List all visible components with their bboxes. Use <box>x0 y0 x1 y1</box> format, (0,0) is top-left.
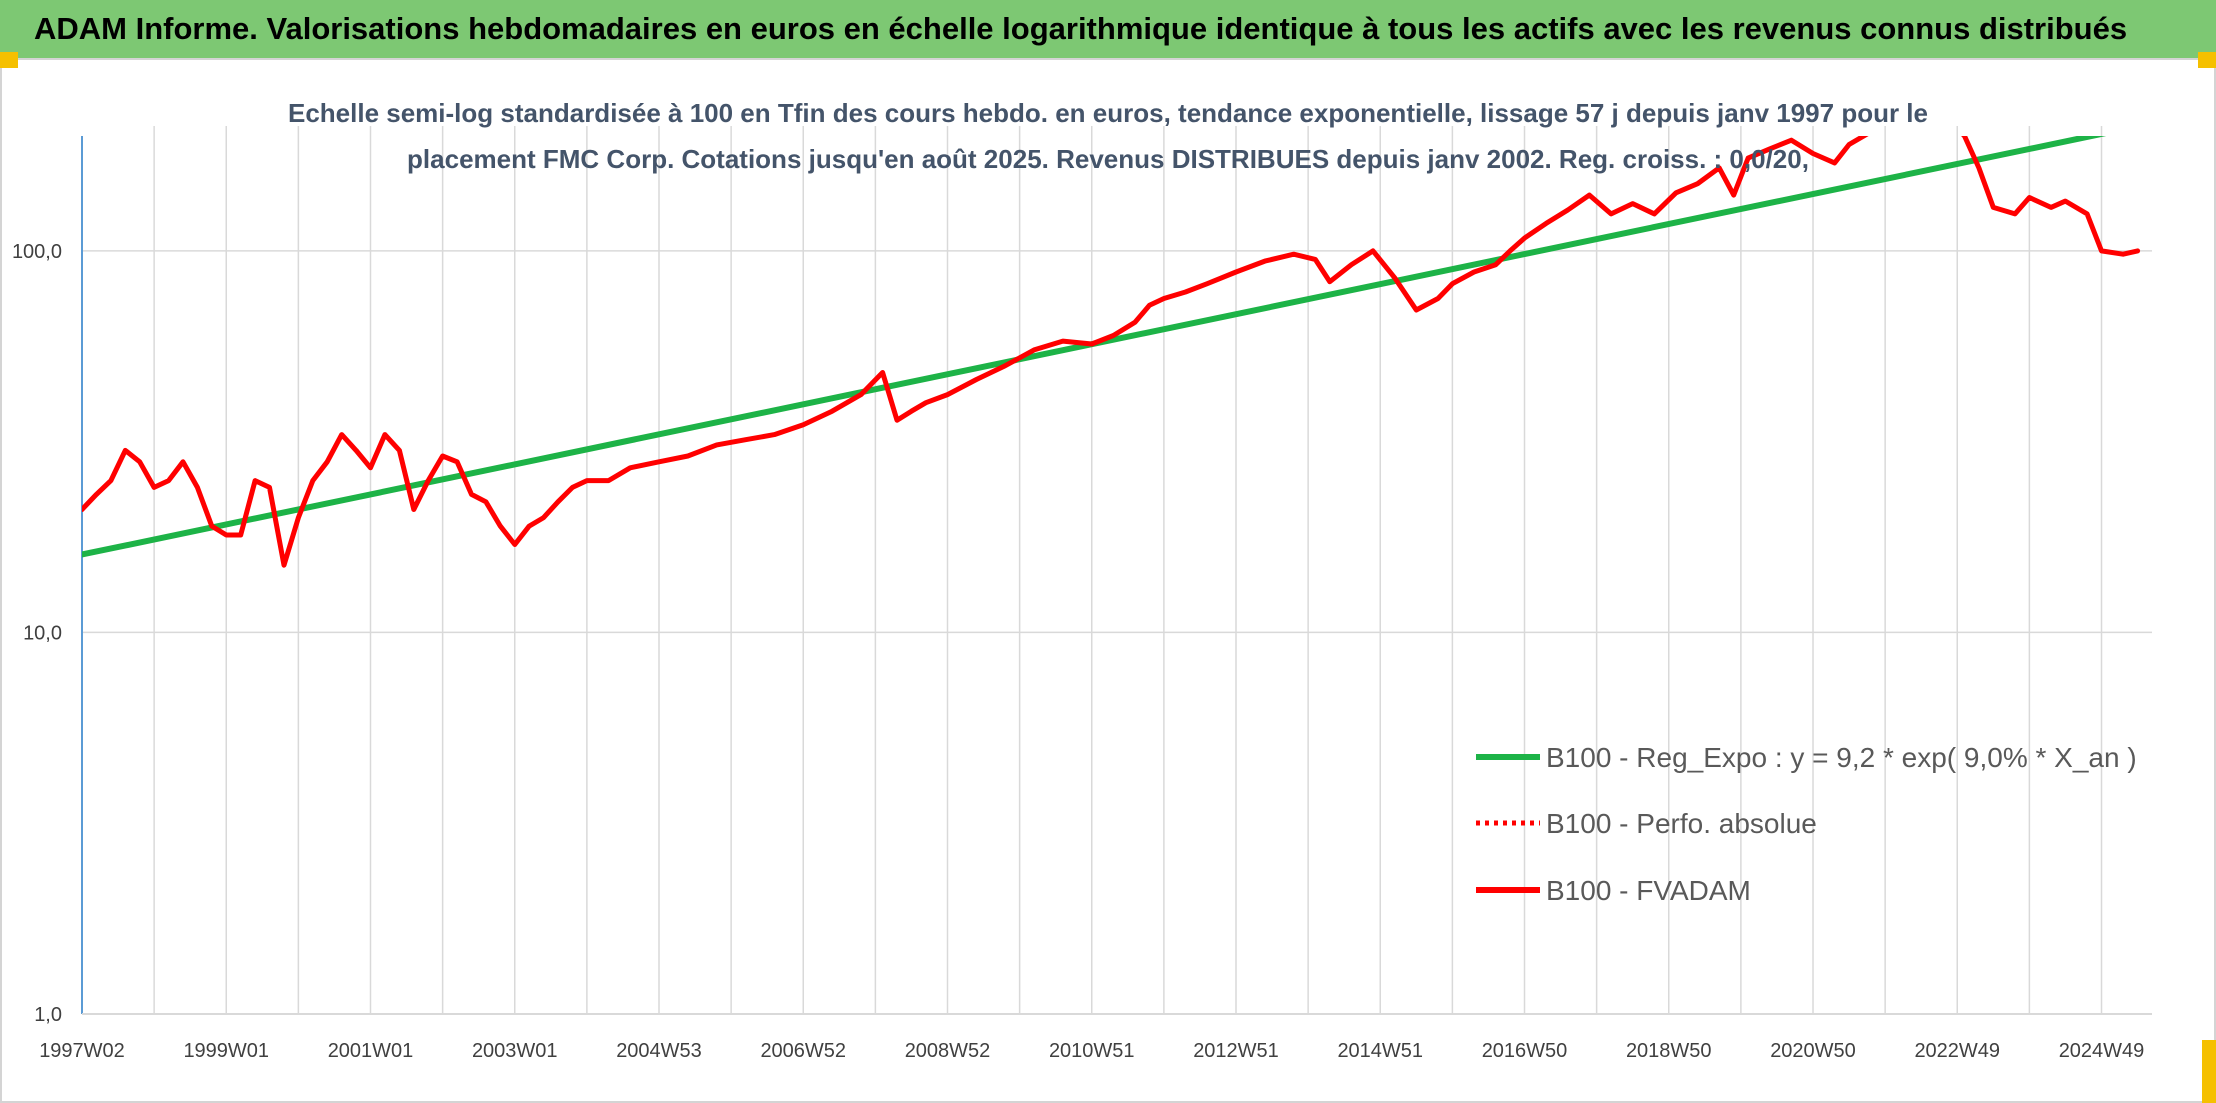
axis-layer: 1,0 10,0 100,0 1997W02 1999W01 2001W01 2003W01… <box>12 136 2152 1062</box>
legend-label-perfo-absolue: B100 - Perfo. absolue <box>1546 808 1817 839</box>
chart-panel <box>0 58 2216 1103</box>
x-tick-label: 2016W50 <box>1482 1040 1568 1062</box>
series-fvadam-line <box>82 136 2141 568</box>
x-tick-label: 2012W51 <box>1193 1040 1279 1062</box>
corner-mark-bottom-right <box>2202 1040 2216 1103</box>
x-tick-label: 2014W51 <box>1337 1040 1423 1062</box>
x-tick-label: 2018W50 <box>1626 1040 1712 1062</box>
page-title: ADAM Informe. Valorisations hebdomadaire… <box>0 0 2216 58</box>
x-tick-label: 2024W49 <box>2059 1040 2145 1062</box>
series-layer <box>82 136 2141 568</box>
x-tick-label: 2022W49 <box>1914 1040 2000 1062</box>
corner-mark-top-right <box>2198 52 2216 68</box>
chart-subtitle-line-1: Echelle semi-log standardisée à 100 en T… <box>288 98 1928 128</box>
x-tick-label: 2020W50 <box>1770 1040 1856 1062</box>
x-tick-label: 2010W51 <box>1049 1040 1135 1062</box>
x-tick-label: 2001W01 <box>328 1040 414 1062</box>
chart-legend: B100 - Reg_Expo : y = 9,2 * exp( 9,0% * … <box>1476 742 2137 906</box>
y-tick-label: 1,0 <box>34 1004 62 1026</box>
grid-layer <box>82 126 2152 1015</box>
x-tick-label: 2004W53 <box>616 1040 702 1062</box>
x-tick-label: 1999W01 <box>183 1040 269 1062</box>
legend-label-reg-expo: B100 - Reg_Expo : y = 9,2 * exp( 9,0% * … <box>1546 742 2137 773</box>
legend-label-fvadam: B100 - FVADAM <box>1546 875 1751 906</box>
y-tick-label: 10,0 <box>23 622 62 644</box>
x-tick-label: 2008W52 <box>905 1040 991 1062</box>
y-tick-label: 100,0 <box>12 241 62 263</box>
chart-subtitle-line-2: placement FMC Corp. Cotations jusqu'en a… <box>407 144 1809 174</box>
x-tick-label: 1997W02 <box>39 1040 125 1062</box>
x-tick-label: 2003W01 <box>472 1040 558 1062</box>
x-tick-label: 2006W52 <box>760 1040 846 1062</box>
corner-mark-top-left <box>0 52 18 68</box>
series-reg-expo-line <box>82 136 2107 558</box>
